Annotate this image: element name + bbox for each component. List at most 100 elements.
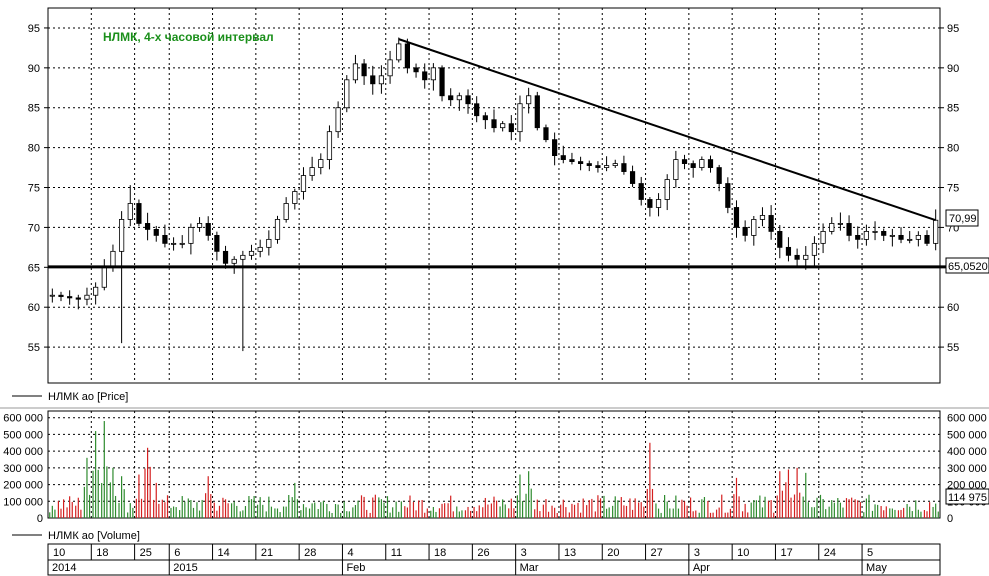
price-candle — [846, 223, 852, 236]
price-candle — [725, 183, 731, 208]
price-candle — [785, 246, 792, 256]
price-candle — [603, 165, 610, 168]
price-candle — [768, 215, 774, 232]
price-candle — [751, 219, 757, 236]
day-tick-label: 18 — [96, 547, 108, 559]
price-candle — [829, 223, 835, 232]
price-candle — [378, 75, 385, 85]
price-candle — [266, 238, 272, 248]
price-candle — [422, 71, 428, 81]
price-tick-label-left: 55 — [28, 342, 40, 354]
price-candle — [855, 234, 861, 240]
price-candle — [664, 179, 670, 200]
price-panel: 55 60 65 70 75 80 85 90 95 55 60 65 70 75 80 85 90 95 НЛ… — [28, 7, 989, 384]
volume-tick-label-left: 300 000 — [3, 463, 43, 475]
price-candle — [915, 234, 921, 240]
support-level-marker: 65,0520 — [945, 257, 989, 274]
price-candle — [889, 234, 895, 237]
price-candle — [101, 266, 107, 288]
volume-tick-label-left: 100 000 — [3, 496, 43, 508]
price-tick-label-right: 80 — [947, 143, 959, 155]
day-tick-label: 5 — [867, 547, 873, 559]
price-candle — [621, 163, 627, 172]
price-plot-area — [47, 7, 941, 384]
price-candle — [560, 155, 566, 160]
price-candle — [673, 159, 679, 180]
price-tick-label-left: 75 — [28, 183, 40, 195]
volume-tick-label-left: 400 000 — [3, 446, 43, 458]
price-candle — [439, 67, 445, 97]
last-volume-label: 114 975 — [948, 492, 987, 504]
price-candle — [300, 175, 307, 192]
price-candle — [655, 199, 662, 208]
price-candle — [144, 223, 151, 230]
period-tick-label: Feb — [346, 562, 365, 574]
day-tick-label: 17 — [780, 547, 792, 559]
price-candle — [569, 159, 575, 162]
price-series — [49, 37, 939, 352]
price-candle — [586, 163, 592, 166]
price-tick-label-left: 70 — [28, 222, 40, 234]
price-candle — [629, 171, 636, 184]
price-candle — [837, 223, 844, 225]
price-tick-label-left: 60 — [28, 302, 40, 314]
price-candle — [413, 67, 419, 73]
day-tick-label: 13 — [564, 547, 576, 559]
price-candle — [84, 294, 90, 300]
price-candle — [578, 161, 584, 164]
day-tick-label: 4 — [347, 547, 353, 559]
price-candle — [344, 79, 350, 109]
price-candle — [352, 63, 359, 81]
day-tick-label: 3 — [521, 547, 527, 559]
price-candle — [188, 227, 194, 244]
price-tick-label-left: 85 — [28, 103, 40, 115]
price-candle — [733, 207, 740, 228]
price-candle — [309, 167, 315, 176]
price-candle — [863, 231, 869, 240]
volume-tick-label-left: 0 — [37, 513, 43, 525]
price-candle — [716, 167, 722, 184]
day-tick-label: 11 — [391, 547, 402, 559]
price-candle — [58, 294, 64, 297]
volume-tick-label-right: 0 — [947, 513, 953, 525]
day-tick-label: 28 — [304, 547, 316, 559]
price-candle — [924, 234, 930, 244]
price-candle — [690, 163, 696, 168]
price-candle — [292, 191, 298, 204]
price-candle — [110, 250, 116, 268]
volume-tick-label-left: 600 000 — [3, 413, 43, 425]
price-candle — [75, 297, 81, 300]
price-tick-label-right: 90 — [947, 63, 959, 75]
price-tick-label-right: 60 — [947, 302, 959, 314]
last-price-label: 70,99 — [949, 213, 977, 225]
price-candle — [907, 238, 913, 241]
price-candle — [248, 250, 255, 256]
volume-tick-label-right: 500 000 — [947, 429, 987, 441]
price-candle — [681, 159, 688, 164]
price-candle — [803, 254, 809, 260]
price-candle — [93, 286, 99, 296]
price-tick-label-right: 55 — [947, 342, 959, 354]
day-tick-label: 27 — [651, 547, 663, 559]
price-candle — [595, 165, 601, 168]
price-candle — [136, 203, 142, 224]
price-tick-label-right: 85 — [947, 103, 959, 115]
price-candle — [205, 223, 211, 236]
price-candle — [465, 95, 471, 105]
price-candle — [491, 119, 497, 129]
day-tick-label: 21 — [261, 547, 273, 559]
price-candle — [119, 219, 125, 252]
price-candle — [881, 231, 887, 236]
price-candle — [612, 163, 618, 166]
price-candle — [214, 234, 220, 252]
period-tick-label: May — [866, 562, 887, 574]
price-candle — [335, 107, 341, 133]
price-candle — [517, 103, 523, 133]
price-candle — [508, 123, 514, 133]
price-candle — [326, 131, 333, 160]
price-tick-label-left: 90 — [28, 63, 40, 75]
day-tick-label: 6 — [174, 547, 180, 559]
price-candle — [777, 231, 783, 248]
price-candle — [933, 219, 939, 244]
